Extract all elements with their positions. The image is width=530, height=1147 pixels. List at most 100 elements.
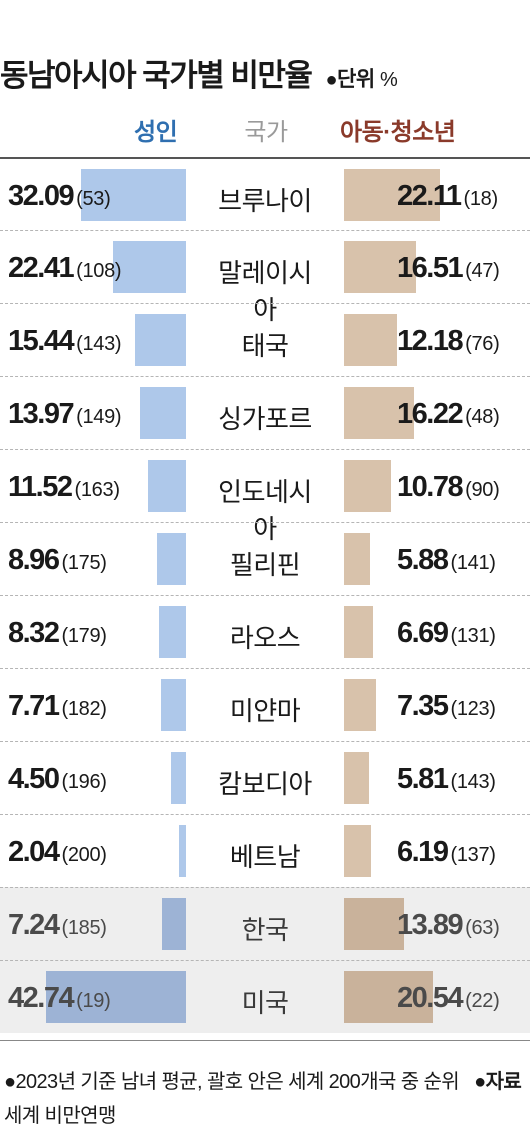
youth-bar	[344, 241, 416, 293]
youth-bar	[344, 314, 397, 366]
source-text: 세계 비만연맹	[4, 1105, 116, 1127]
adult-bar	[46, 971, 186, 1023]
youth-value-label: 5.81 (143)	[397, 762, 496, 799]
adult-bar	[140, 387, 186, 439]
youth-value-label: 10.78 (90)	[397, 470, 500, 507]
chart-row: 2.04 (200) 베트남 6.19 (137)	[0, 814, 530, 887]
adult-bar	[156, 533, 186, 585]
country-label: 태국	[241, 331, 289, 361]
youth-value-label: 12.18 (76)	[397, 324, 500, 361]
adult-bar	[171, 752, 186, 804]
youth-rank: (63)	[465, 917, 500, 939]
youth-rank: (47)	[465, 260, 500, 282]
adult-value: 42.74	[8, 982, 75, 1014]
adult-value: 7.71	[8, 690, 60, 722]
chart-row: 11.52 (163) 인도네시아 10.78 (90)	[0, 449, 530, 544]
adult-value: 15.44	[8, 325, 75, 357]
country-label: 싱가포르	[218, 404, 312, 434]
country-label: 인도네시아	[218, 477, 312, 544]
youth-rank: (18)	[463, 188, 498, 210]
adult-value: 7.24	[8, 909, 60, 941]
adult-value: 4.50	[8, 763, 60, 795]
youth-rank: (137)	[450, 844, 496, 866]
youth-bar	[344, 971, 434, 1023]
adult-bar	[135, 314, 186, 366]
youth-value-label: 16.51 (47)	[397, 251, 500, 288]
chart-title: 동남아시아 국가별 비만율	[0, 58, 313, 93]
youth-bar	[344, 679, 376, 731]
youth-value: 20.54	[397, 982, 464, 1014]
youth-value: 16.51	[397, 252, 464, 284]
country-label: 라오스	[229, 623, 301, 653]
youth-value-label: 16.22 (48)	[397, 397, 500, 434]
adult-rank: (19)	[76, 990, 111, 1012]
youth-rank: (141)	[450, 552, 496, 574]
adult-rank: (179)	[61, 625, 107, 647]
country-label: 미국	[241, 988, 289, 1018]
country-column-header: 국가	[244, 119, 288, 146]
adult-rank: (175)	[61, 552, 107, 574]
country-label: 베트남	[229, 842, 301, 872]
unit-note: ●단위 %	[325, 63, 397, 93]
youth-value-label: 22.11 (18)	[397, 179, 498, 216]
chart-row: 15.44 (143) 태국 12.18 (76)	[0, 303, 530, 376]
youth-value: 16.22	[397, 398, 464, 430]
youth-rank: (123)	[450, 698, 496, 720]
chart-rows: 32.09 (53) 브루나이 22.11 (18) 22.41 (108) 말레이시아 16.…	[0, 157, 530, 1033]
adult-rank: (185)	[61, 917, 107, 939]
youth-rank: (22)	[465, 990, 500, 1012]
youth-value: 5.81	[397, 763, 449, 795]
youth-value-label: 13.89 (63)	[397, 908, 500, 945]
youth-rank: (131)	[450, 625, 496, 647]
chart-row: 8.96 (175) 필리핀 5.88 (141)	[0, 522, 530, 595]
adult-value: 2.04	[8, 836, 60, 868]
source-label: 자료	[485, 1071, 522, 1093]
youth-value: 10.78	[397, 471, 464, 503]
chart-row: 13.97 (149) 싱가포르 16.22 (48)	[0, 376, 530, 449]
youth-value: 7.35	[397, 690, 449, 722]
unit-label: 단위	[337, 68, 375, 91]
youth-rank: (76)	[465, 333, 500, 355]
adult-value: 22.41	[8, 252, 75, 284]
youth-rank: (48)	[465, 406, 500, 428]
chart-row: 7.24 (185) 한국 13.89 (63)	[0, 887, 530, 960]
youth-bar	[344, 825, 371, 877]
chart-row: 42.74 (19) 미국 20.54 (22)	[0, 960, 530, 1033]
youth-value: 22.11	[397, 180, 462, 212]
youth-value-label: 6.19 (137)	[397, 835, 496, 872]
adult-value-label: 2.04 (200)	[8, 835, 107, 872]
adult-value-label: 32.09 (53)	[8, 179, 111, 216]
adult-bar	[162, 898, 186, 950]
youth-bar	[344, 606, 374, 658]
title-row: 동남아시아 국가별 비만율 ●단위 %	[0, 50, 398, 98]
country-label: 브루나이	[218, 186, 312, 216]
country-label: 캄보디아	[218, 769, 312, 799]
youth-bar	[344, 387, 415, 439]
youth-value: 6.19	[397, 836, 449, 868]
source-bullet: ●	[474, 1071, 486, 1093]
adult-rank: (200)	[61, 844, 107, 866]
adult-bar	[112, 241, 186, 293]
footer-note: ●2023년 기준 남녀 평균, 괄호 안은 세계 200개국 중 순위 ●자료…	[4, 1065, 526, 1133]
unit-bullet: ●	[325, 69, 338, 91]
chart-row: 4.50 (196) 캄보디아 5.81 (143)	[0, 741, 530, 814]
youth-value: 13.89	[397, 909, 464, 941]
chart-row: 8.32 (179) 라오스 6.69 (131)	[0, 595, 530, 668]
adult-value-label: 4.50 (196)	[8, 762, 107, 799]
youth-rank: (90)	[465, 479, 500, 501]
adult-bar	[80, 169, 186, 221]
youth-value-label: 6.69 (131)	[397, 616, 496, 653]
adult-value: 32.09	[8, 180, 75, 212]
unit-symbol: %	[380, 69, 398, 91]
note-text: 2023년 기준 남녀 평균, 괄호 안은 세계 200개국 중 순위	[15, 1071, 460, 1093]
youth-value-label: 20.54 (22)	[397, 981, 500, 1018]
adult-rank: (149)	[76, 406, 122, 428]
adult-value-label: 7.71 (182)	[8, 689, 107, 726]
youth-value-label: 7.35 (123)	[397, 689, 496, 726]
youth-value: 5.88	[397, 544, 449, 576]
note-bullet: ●	[4, 1071, 16, 1093]
youth-value-label: 5.88 (141)	[397, 543, 496, 580]
adult-rank: (163)	[74, 479, 120, 501]
adult-value-label: 13.97 (149)	[8, 397, 122, 434]
adult-value-label: 15.44 (143)	[8, 324, 122, 361]
